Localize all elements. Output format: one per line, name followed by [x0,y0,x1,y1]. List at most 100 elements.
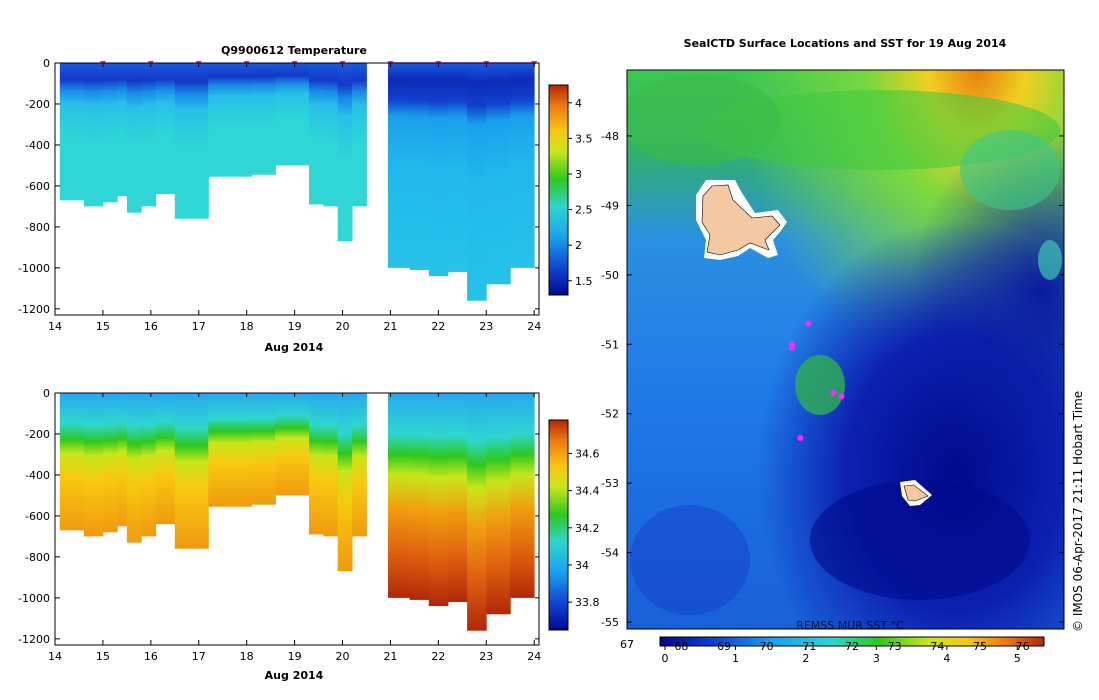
colorbar-tick-label: 3 [575,168,582,181]
salinity-profiles [59,393,535,631]
temperature-profiles [59,63,535,301]
seal-location [797,435,804,441]
y-tick-label: -800 [25,551,50,564]
salinity-plot-frame [54,392,540,646]
temperature-axes: 14 15 16 17 18 19 20 21 22 23 24 0 -200 -400 -600 -800 -… [18,57,541,333]
profile-cell [198,393,209,549]
x-tick-label: 23 [479,320,493,333]
sst-map-title: SealCTD Surface Locations and SST for 19… [684,37,1007,50]
profile-cell [174,63,200,219]
x-tick-label: 16 [144,320,158,333]
profile-cell [510,63,535,268]
y-tick-label: -400 [25,469,50,482]
profile-cell [141,393,157,537]
profile-cell [155,63,176,195]
profile-cell [294,63,310,166]
salinity-colorbar [548,419,569,631]
colorbar-tick-label: 34.4 [575,485,600,498]
seal-location [788,344,795,351]
profile-cell [275,393,295,496]
profile-cell [232,393,252,507]
y-tick-label: -200 [25,98,50,111]
profile-cell [117,393,128,527]
x-tick-label: 20 [336,650,350,663]
x-tick-label: 14 [48,320,62,333]
profile-cell [198,63,209,219]
profile-cell [337,393,353,572]
sst-map-frame [626,69,1065,630]
sst-colorbar-top-tick-label: 76 [1016,640,1030,653]
profile-cell [467,63,487,301]
temperature-plot-frame [54,62,540,316]
x-tick-label: 24 [527,650,541,663]
profile-cell [323,63,339,207]
seal-location [830,389,837,396]
sst-colorbar [659,636,1045,647]
x-tick-label: 21 [383,650,397,663]
lat-tick-label: -51 [601,338,619,351]
y-tick-label: -400 [25,139,50,152]
lat-tick-label: -55 [601,616,619,629]
x-tick-label: 22 [431,650,445,663]
sst-colorbar-bottom-tick-label: 1 [732,652,739,665]
seal-location [838,393,845,400]
profile-cell [141,63,157,207]
profile-cell [126,393,142,543]
temperature-xlabel: Aug 2014 [265,341,324,354]
profile-cell [352,393,367,537]
sst-colorbar-label: REMSS MUR SST °C [796,619,904,632]
sst-colorbar-bottom-tick-label: 0 [662,652,669,665]
colorbar-tick-label: 2 [575,239,582,252]
profile-cell [208,393,233,507]
sst-colorbar-top-tick-label: 70 [760,640,774,653]
sst-colorbar-bottom-tick-label: 5 [1014,652,1021,665]
profile-cell [251,393,276,505]
colorbar-tick-label: 34.2 [575,522,600,535]
profile-cell [251,63,276,175]
lat-tick-label: -50 [601,269,619,282]
sst-colorbar-bottom-tick-label: 3 [873,652,880,665]
profile-cell [409,63,430,270]
profile-cell [337,63,353,242]
heard-island [900,480,932,506]
profile-cell [309,63,324,205]
profile-cell [486,63,511,285]
lat-tick-label: -54 [601,547,619,560]
y-tick-label: -200 [25,428,50,441]
y-tick-label: -600 [25,510,50,523]
profile-cell [352,63,367,207]
kerguelen-island [696,180,787,260]
colorbar-tick-label: 33.8 [575,596,600,609]
x-tick-label: 18 [240,650,254,663]
profile-cell [232,63,252,177]
x-tick-label: 19 [288,650,302,663]
profile-cell [448,393,468,602]
y-tick-label: -1000 [18,262,50,275]
x-tick-label: 21 [383,320,397,333]
profile-cell [428,63,449,277]
profile-cell [275,63,295,166]
profile-cell [388,393,410,598]
colorbar-tick-label: 1.5 [575,275,593,288]
x-tick-label: 17 [192,650,206,663]
x-tick-label: 23 [479,650,493,663]
profile-cell [59,63,85,201]
x-tick-label: 18 [240,320,254,333]
profile-cell [102,393,118,533]
profile-cell [83,393,104,537]
profile-cell [294,393,310,496]
sst-colorbar-top-tick-label: 75 [973,640,987,653]
lat-tick-label: -53 [601,477,619,490]
x-tick-label: 15 [96,320,110,333]
profile-cell [126,63,142,213]
sst-map-axes: -48 -49 -50 -51 -52 -53 -54 -55 [601,130,1064,629]
y-tick-label: -800 [25,221,50,234]
profile-cell [486,393,511,615]
lat-tick-label: -52 [601,408,619,421]
profile-cell [388,63,410,268]
salinity-colorbar-ticks: 33.8 34 34.2 34.4 34.6 [568,447,600,609]
sst-colorbar-top-tick-label: 73 [888,640,902,653]
profile-cell [155,393,176,525]
profile-cell [309,393,324,535]
colorbar-tick-label: 34.6 [575,447,600,460]
